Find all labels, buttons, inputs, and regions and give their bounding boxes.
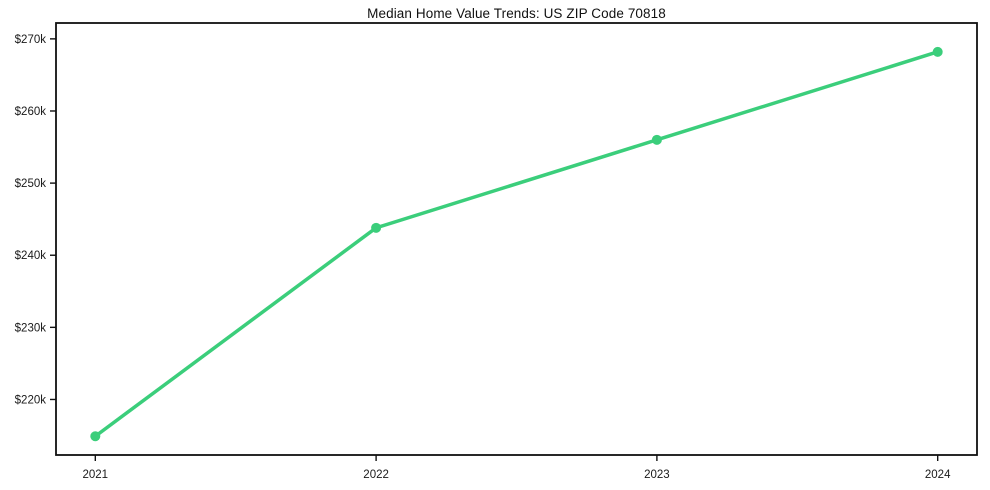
x-axis-tick-label: 2021 [83, 469, 109, 481]
trend-line [93, 50, 940, 438]
data-point-marker [932, 46, 943, 57]
y-axis-tick-label: $250k [15, 178, 47, 190]
data-point-marker [651, 134, 662, 145]
x-axis-tick-label: 2024 [925, 469, 951, 481]
y-axis-tick-label: $260k [15, 106, 47, 118]
data-point-marker [90, 431, 101, 442]
chart-title: Median Home Value Trends: US ZIP Code 70… [367, 6, 666, 21]
x-axis-tick-label: 2023 [644, 469, 670, 481]
y-axis-tick-label: $220k [15, 394, 47, 406]
y-axis-tick-label: $240k [15, 250, 47, 262]
data-point-marker [371, 222, 382, 233]
y-axis-tick-label: $230k [15, 322, 47, 334]
plot-border [55, 22, 978, 456]
y-axis-tick-label: $270k [15, 34, 47, 46]
x-axis-tick-label: 2022 [363, 469, 389, 481]
